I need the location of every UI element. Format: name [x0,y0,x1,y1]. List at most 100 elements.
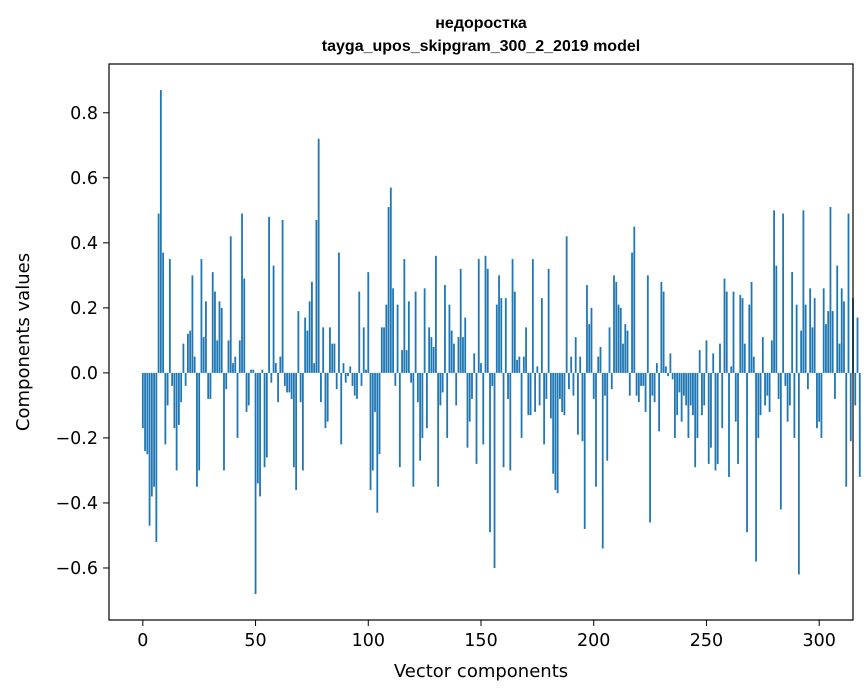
bar-component-82 [326,372,329,422]
bar-component-120 [412,372,415,487]
bar-component-157 [495,304,498,373]
bar-component-136 [448,304,451,373]
bar-component-224 [646,275,649,373]
bar-component-208 [610,372,613,390]
bar-component-134 [444,285,446,373]
bar-component-129 [432,346,435,373]
bar-component-97 [360,372,363,386]
bar-component-92 [349,366,352,373]
bar-component-219 [635,372,638,396]
bar-component-63 [283,372,286,386]
bar-component-146 [471,372,473,399]
bar-component-7 [157,213,160,373]
bar-component-28 [205,301,207,373]
bar-component-239 [680,372,683,422]
chart-title: недоростка [435,15,527,32]
bar-component-123 [419,372,422,461]
bar-component-148 [475,372,478,464]
bar-component-137 [450,330,453,373]
bar-component-40 [232,363,234,373]
bar-component-270 [750,281,753,373]
bar-component-91 [347,372,349,377]
bar-component-175 [536,366,539,373]
bar-component-279 [770,340,773,373]
bar-component-283 [779,372,782,510]
bar-component-318 [858,372,861,477]
bar-component-45 [243,278,246,373]
bar-component-258 [723,278,726,373]
bar-component-201 [595,372,597,487]
bar-component-300 [818,372,821,422]
bar-component-104 [376,372,379,513]
bar-component-5 [153,372,155,487]
bar-component-24 [196,372,198,487]
bar-component-34 [218,301,221,373]
bar-component-93 [351,372,354,386]
y-tick-label: 0.6 [70,169,98,189]
bar-component-280 [773,210,775,373]
bar-component-317 [856,317,859,373]
bar-component-59 [274,363,277,373]
bar-component-18 [182,343,185,373]
y-tick-label: 0.2 [70,299,98,319]
bar-component-30 [209,372,212,399]
bar-component-303 [825,324,827,373]
y-tick-label: 0.8 [70,104,98,124]
bar-component-236 [673,372,676,438]
bar-component-195 [581,372,584,442]
bar-component-206 [606,372,609,461]
bar-component-196 [583,372,586,529]
bar-component-172 [529,372,532,416]
bar-component-33 [216,340,219,373]
bar-component-53 [261,369,264,373]
bar-component-149 [477,259,480,373]
bar-component-118 [407,301,410,373]
bar-component-21 [189,330,192,373]
bar-component-159 [500,298,503,373]
bar-component-153 [486,268,489,373]
bar-component-44 [241,213,243,373]
bar-component-15 [175,372,178,471]
bar-component-256 [719,343,721,373]
bar-component-249 [703,372,706,406]
bar-component-251 [707,372,710,464]
bar-component-140 [457,337,460,373]
bar-component-311 [843,301,845,373]
bar-component-83 [329,327,331,373]
bar-component-19 [184,372,187,386]
y-tick-label: −0.4 [56,494,99,514]
bar-component-132 [439,372,442,406]
bar-component-225 [649,372,651,523]
bar-component-305 [829,207,832,373]
bar-component-85 [333,343,336,373]
bar-component-230 [660,281,663,373]
bar-component-87 [338,252,340,373]
bar-component-20 [187,333,189,373]
bar-component-22 [191,275,194,373]
bar-component-179 [545,372,548,399]
bar-component-3 [148,372,151,526]
bar-component-299 [816,372,818,429]
bar-component-316 [854,372,857,406]
bar-component-138 [453,343,455,373]
bar-component-288 [791,272,794,373]
x-tick-label: 200 [577,631,610,651]
bar-component-244 [692,372,694,416]
bar-component-312 [845,372,848,487]
bar-component-233 [667,372,670,377]
bar-component-255 [716,372,719,464]
bar-component-46 [245,372,248,412]
bar-component-166 [516,359,518,373]
bar-component-9 [162,252,165,373]
bar-component-306 [831,311,834,373]
bar-component-150 [480,363,482,373]
bar-component-231 [662,291,665,373]
bar-component-103 [374,372,376,412]
x-axis-label: Vector components [394,661,568,682]
bar-component-73 [306,330,309,373]
bar-component-198 [588,324,591,373]
bar-component-142 [462,337,464,373]
bar-component-268 [746,372,748,533]
bar-component-77 [315,220,318,373]
